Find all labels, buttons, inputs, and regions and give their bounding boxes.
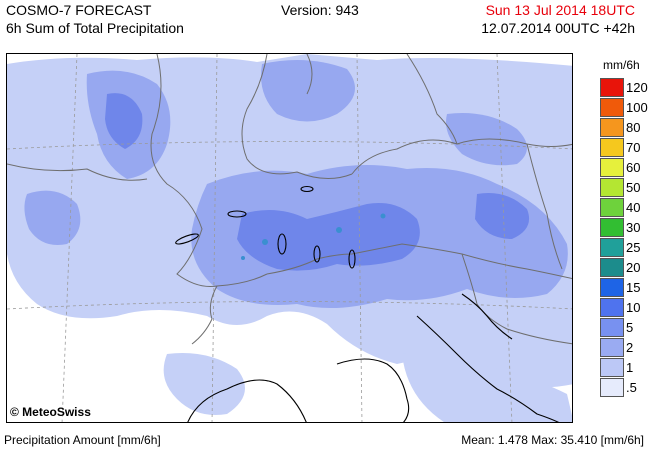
legend-label: 70 (626, 140, 641, 155)
legend-swatch (600, 238, 624, 257)
forecast-title: COSMO-7 FORECAST (6, 2, 152, 18)
version-label: Version: 943 (281, 2, 359, 18)
legend-row: 1 (600, 358, 644, 378)
forecast-subtitle: 6h Sum of Total Precipitation (6, 20, 184, 36)
legend-row: 10 (600, 298, 644, 318)
legend-label: 30 (626, 220, 641, 235)
legend-swatch (600, 98, 624, 117)
legend-label: .5 (626, 380, 637, 395)
legend-label: 25 (626, 240, 641, 255)
legend-label: 5 (626, 320, 634, 335)
legend-label: 40 (626, 200, 641, 215)
legend-row: 70 (600, 138, 644, 158)
legend-row: 15 (600, 278, 644, 298)
legend-swatch (600, 198, 624, 217)
legend-row: 20 (600, 258, 644, 278)
footer-label: Precipitation Amount [mm/6h] (4, 433, 161, 447)
legend-row: 120 (600, 78, 648, 98)
legend-unit: mm/6h (603, 58, 640, 72)
legend-label: 10 (626, 300, 641, 315)
legend-label: 60 (626, 160, 641, 175)
legend-swatch (600, 158, 624, 177)
coastlines (175, 185, 560, 422)
legend-row: 40 (600, 198, 644, 218)
precip-peak-spots (241, 213, 386, 260)
legend-swatch (600, 318, 624, 337)
run-time: 12.07.2014 00UTC +42h (481, 20, 635, 36)
country-borders (7, 54, 572, 345)
legend-label: 120 (626, 80, 648, 95)
legend-swatch (600, 138, 624, 157)
legend-row: 100 (600, 98, 648, 118)
legend-label: 100 (626, 100, 648, 115)
legend-label: 2 (626, 340, 634, 355)
legend-label: 20 (626, 260, 641, 275)
footer-stats: Mean: 1.478 Max: 35.410 [mm/6h] (461, 433, 644, 447)
precip-legend: 120 100 80 70 60 50 40 30 25 20 15 10 5 2 1 .5 (600, 78, 648, 398)
legend-swatch (600, 378, 624, 397)
legend-row: 5 (600, 318, 644, 338)
legend-swatch (600, 358, 624, 377)
legend-label: 15 (626, 280, 641, 295)
legend-swatch (600, 78, 624, 97)
legend-label: 80 (626, 120, 641, 135)
legend-swatch (600, 338, 624, 357)
legend-swatch (600, 258, 624, 277)
precipitation-map[interactable] (6, 53, 573, 423)
valid-time: Sun 13 Jul 2014 18UTC (485, 2, 635, 18)
legend-row: 30 (600, 218, 644, 238)
legend-swatch (600, 298, 624, 317)
legend-swatch (600, 118, 624, 137)
legend-row: 50 (600, 178, 644, 198)
legend-swatch (600, 278, 624, 297)
legend-label: 1 (626, 360, 634, 375)
legend-row: 60 (600, 158, 644, 178)
lat-lon-grid (7, 54, 572, 422)
legend-row: .5 (600, 378, 644, 398)
legend-swatch (600, 218, 624, 237)
legend-row: 2 (600, 338, 644, 358)
legend-row: 80 (600, 118, 644, 138)
legend-label: 50 (626, 180, 641, 195)
meteoswiss-credit: © MeteoSwiss (10, 405, 91, 419)
legend-swatch (600, 178, 624, 197)
legend-row: 25 (600, 238, 644, 258)
